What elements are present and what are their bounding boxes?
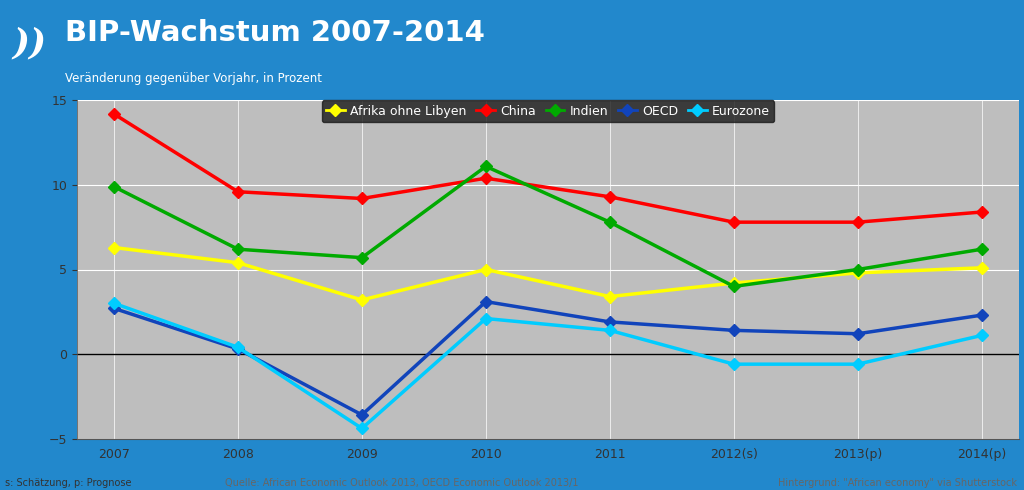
Text: Hintergrund: "African economy" via Shutterstock: Hintergrund: "African economy" via Shutt… (778, 478, 1017, 488)
Text: Quelle: African Economic Outlook 2013, OECD Economic Outlook 2013/1: Quelle: African Economic Outlook 2013, O… (225, 478, 579, 488)
Text: Veränderung gegenüber Vorjahr, in Prozent: Veränderung gegenüber Vorjahr, in Prozen… (65, 72, 322, 85)
Text: )): )) (12, 26, 46, 60)
Text: s: Schätzung, p: Prognose: s: Schätzung, p: Prognose (5, 478, 132, 488)
Legend: Afrika ohne Libyen, China, Indien, OECD, Eurozone: Afrika ohne Libyen, China, Indien, OECD,… (322, 100, 774, 122)
Text: BIP-Wachstum 2007-2014: BIP-Wachstum 2007-2014 (65, 20, 484, 48)
